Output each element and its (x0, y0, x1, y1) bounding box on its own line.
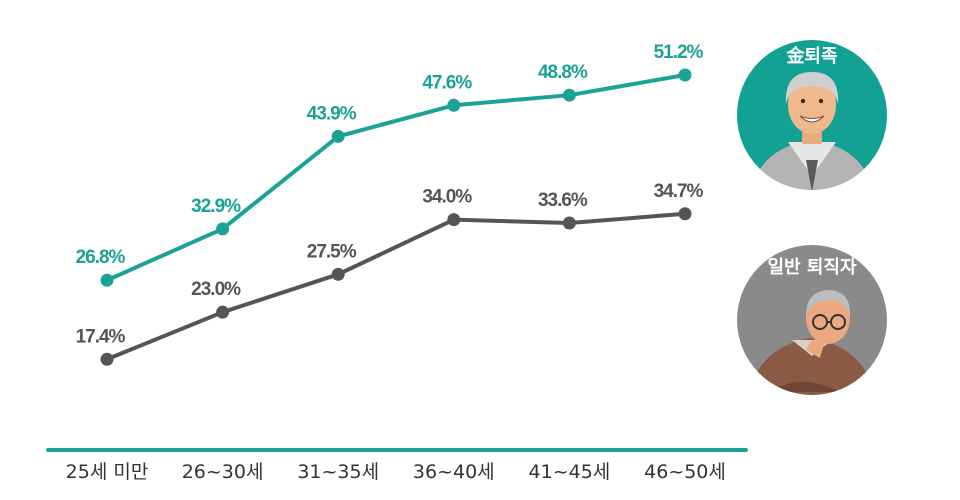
data-label: 34.7% (654, 181, 704, 202)
data-label: 48.8% (538, 62, 588, 83)
worried-elder-man-icon (748, 290, 876, 395)
x-tick-label: 31~35세 (297, 461, 379, 483)
data-label: 33.6% (538, 190, 588, 211)
smiling-elder-man-icon (752, 72, 872, 190)
data-label: 47.6% (422, 72, 472, 93)
series-line-general (106, 211, 686, 362)
data-label: 43.9% (307, 103, 357, 124)
legend-badge-gold: 金퇴족 (737, 40, 887, 190)
plot-area: 25세 미만 26~30세 31~35세 36~40세 41~45세 46~50세 26.8… (46, 42, 748, 483)
data-point (678, 207, 692, 221)
data-label: 34.0% (422, 187, 472, 208)
data-point (216, 305, 230, 319)
data-point (678, 68, 692, 82)
data-label: 17.4% (76, 326, 126, 347)
data-point (562, 88, 576, 102)
data-point (331, 267, 345, 281)
legend-badge-general: 일반 퇴직자 (737, 245, 887, 395)
data-label: 23.0% (191, 279, 241, 300)
x-tick-label: 26~30세 (182, 461, 264, 483)
legend-label-gold: 金퇴족 (785, 45, 837, 67)
data-point (216, 222, 230, 236)
legend-label-general: 일반 퇴직자 (767, 257, 857, 278)
data-point (447, 98, 461, 112)
x-tick-label: 41~45세 (529, 461, 611, 483)
data-point (100, 352, 114, 366)
data-label: 27.5% (307, 241, 357, 262)
data-label: 32.9% (191, 196, 241, 217)
x-tick-label: 25세 미만 (66, 461, 149, 483)
data-point (562, 216, 576, 230)
series-line-gold (106, 73, 686, 283)
data-point (100, 273, 114, 287)
x-tick-label: 46~50세 (644, 461, 726, 483)
data-label: 51.2% (654, 42, 704, 63)
data-label: 26.8% (76, 247, 126, 268)
x-tick-label: 36~40세 (413, 461, 495, 483)
data-point (447, 213, 461, 227)
data-point (331, 129, 345, 143)
